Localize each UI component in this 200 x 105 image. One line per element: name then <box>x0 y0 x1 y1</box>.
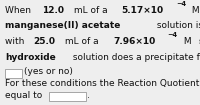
Text: equal to: equal to <box>5 91 45 100</box>
Text: For these conditions the Reaction Quotient, Q, is: For these conditions the Reaction Quotie… <box>5 79 200 88</box>
Text: 5.17×10: 5.17×10 <box>122 6 164 15</box>
Text: 25.0: 25.0 <box>34 37 56 46</box>
Text: mL of a: mL of a <box>62 37 102 46</box>
Text: M: M <box>189 6 200 15</box>
Text: manganese(II) acetate: manganese(II) acetate <box>5 21 120 30</box>
Text: mL of a: mL of a <box>71 6 110 15</box>
Text: solution is combined: solution is combined <box>154 21 200 30</box>
Text: hydroxide: hydroxide <box>5 53 56 62</box>
Text: with: with <box>5 37 27 46</box>
Text: M: M <box>181 37 194 46</box>
Text: 7.96×10: 7.96×10 <box>113 37 155 46</box>
Text: sodium: sodium <box>198 37 200 46</box>
Text: (yes or no): (yes or no) <box>24 67 72 76</box>
Bar <box>49 92 86 101</box>
Text: −4: −4 <box>176 1 186 7</box>
Bar <box>5 69 22 78</box>
Text: −4: −4 <box>168 32 178 38</box>
Text: 12.0: 12.0 <box>42 6 64 15</box>
Text: solution does a precipitate form?: solution does a precipitate form? <box>70 53 200 62</box>
Text: .: . <box>87 91 90 100</box>
Text: When: When <box>5 6 34 15</box>
